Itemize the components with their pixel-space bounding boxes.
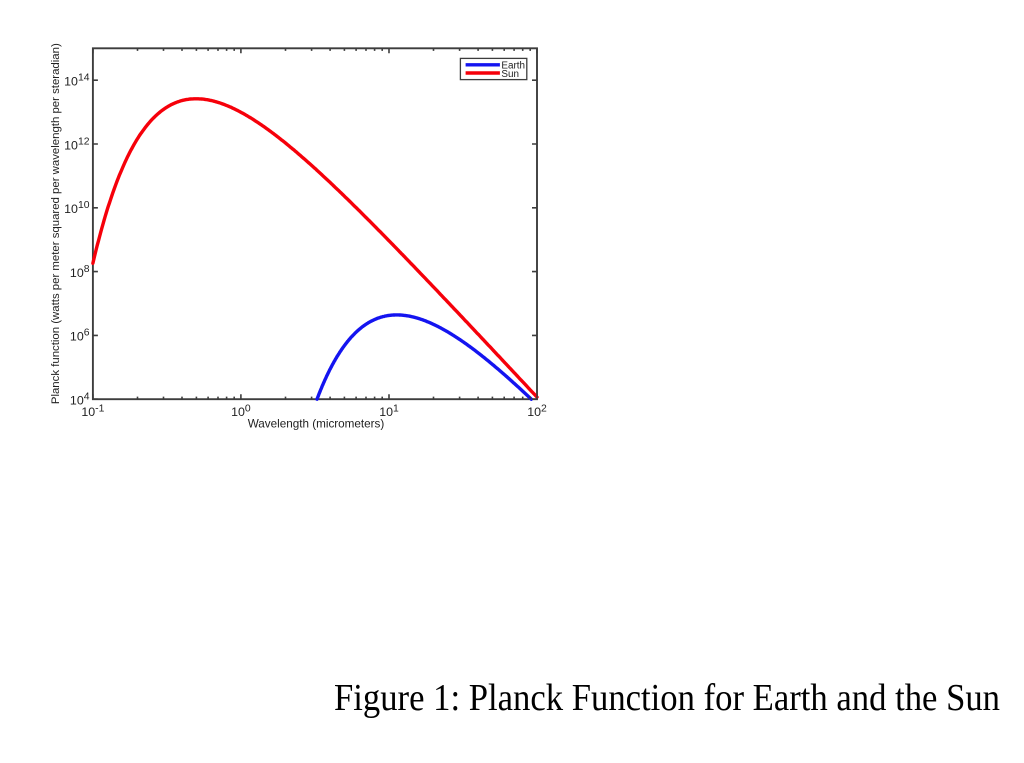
svg-text:108: 108 bbox=[70, 264, 90, 280]
svg-text:1012: 1012 bbox=[64, 136, 90, 152]
svg-text:10-1: 10-1 bbox=[81, 403, 104, 419]
svg-text:106: 106 bbox=[70, 328, 90, 344]
svg-text:102: 102 bbox=[527, 403, 547, 419]
svg-text:1014: 1014 bbox=[64, 73, 90, 89]
svg-text:Figure 1: Planck Function for: Figure 1: Planck Function for Earth and … bbox=[334, 677, 1000, 719]
svg-text:Sun: Sun bbox=[501, 69, 519, 80]
svg-text:Wavelength (micrometers): Wavelength (micrometers) bbox=[248, 417, 385, 430]
svg-text:Earth: Earth bbox=[501, 61, 525, 72]
svg-text:1010: 1010 bbox=[64, 200, 90, 216]
svg-text:Planck function (watts per met: Planck function (watts per meter squared… bbox=[50, 43, 62, 404]
